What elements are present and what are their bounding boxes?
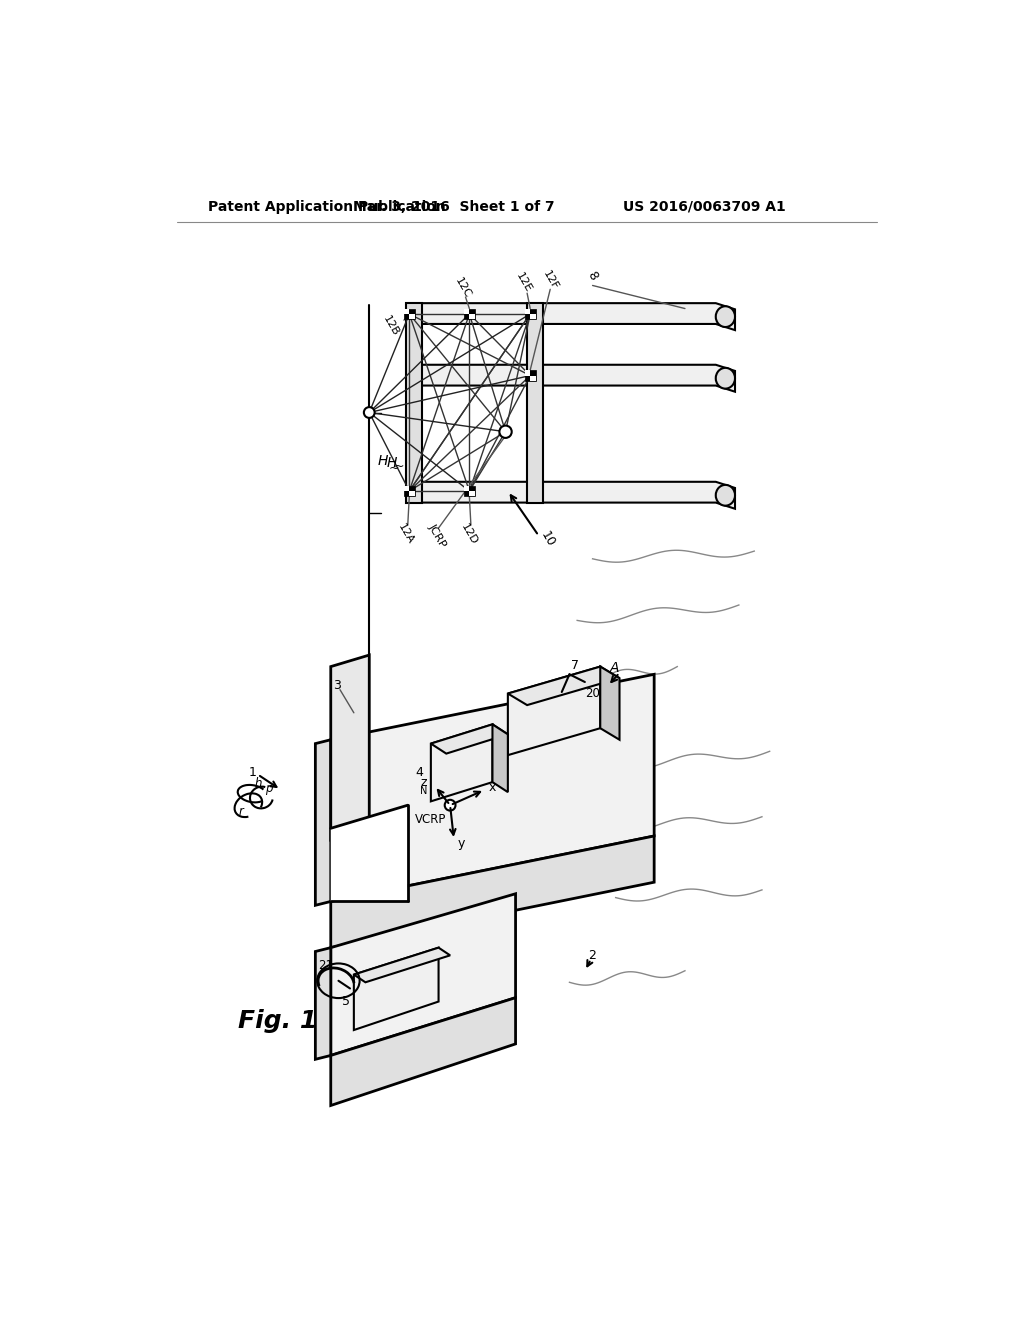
- Bar: [403, 309, 415, 319]
- Ellipse shape: [716, 368, 735, 388]
- Polygon shape: [508, 667, 620, 705]
- Bar: [403, 486, 415, 496]
- Text: JCRP: JCRP: [426, 523, 447, 549]
- Circle shape: [500, 425, 512, 438]
- Bar: [403, 486, 410, 491]
- Polygon shape: [331, 836, 654, 948]
- Bar: [524, 309, 530, 314]
- Bar: [464, 486, 469, 491]
- Polygon shape: [508, 667, 600, 755]
- Text: 3: 3: [333, 680, 341, 693]
- Bar: [464, 309, 469, 314]
- Bar: [524, 370, 530, 376]
- Polygon shape: [408, 482, 735, 508]
- Text: N: N: [420, 787, 427, 796]
- Text: 12A: 12A: [396, 523, 416, 546]
- Text: US 2016/0063709 A1: US 2016/0063709 A1: [624, 199, 786, 214]
- Bar: [410, 491, 415, 496]
- Text: VCRP: VCRP: [415, 813, 446, 825]
- Bar: [524, 370, 536, 381]
- Text: Mar. 3, 2016  Sheet 1 of 7: Mar. 3, 2016 Sheet 1 of 7: [353, 199, 555, 214]
- Circle shape: [364, 407, 375, 418]
- Text: 20: 20: [585, 686, 600, 700]
- Ellipse shape: [361, 969, 408, 995]
- Circle shape: [444, 800, 456, 810]
- Polygon shape: [331, 675, 654, 902]
- Ellipse shape: [716, 484, 735, 506]
- Polygon shape: [431, 725, 508, 754]
- Text: r: r: [239, 805, 243, 818]
- Bar: [524, 309, 536, 319]
- Text: 1: 1: [248, 766, 256, 779]
- Polygon shape: [408, 304, 735, 330]
- Text: p: p: [265, 781, 273, 795]
- Text: 12C: 12C: [454, 276, 473, 300]
- Text: A: A: [609, 661, 618, 675]
- Polygon shape: [408, 364, 735, 392]
- Polygon shape: [600, 667, 620, 739]
- Text: 12B: 12B: [381, 314, 400, 338]
- Bar: [530, 314, 536, 319]
- Polygon shape: [431, 725, 493, 801]
- Polygon shape: [527, 304, 543, 503]
- Text: 12F: 12F: [541, 269, 560, 292]
- Text: 4: 4: [416, 766, 423, 779]
- Polygon shape: [331, 655, 370, 840]
- Polygon shape: [331, 805, 408, 902]
- Text: 21: 21: [317, 958, 333, 972]
- Bar: [464, 486, 475, 496]
- Text: H: H: [377, 454, 387, 469]
- Text: 8: 8: [585, 269, 600, 282]
- Text: 5: 5: [342, 995, 350, 1008]
- Polygon shape: [315, 948, 331, 1059]
- Polygon shape: [354, 948, 438, 1030]
- Bar: [464, 309, 475, 319]
- Text: 7: 7: [570, 659, 579, 672]
- Text: x: x: [488, 781, 496, 795]
- Bar: [469, 314, 475, 319]
- Text: y: y: [458, 837, 465, 850]
- Polygon shape: [354, 948, 451, 982]
- Text: Fig. 1: Fig. 1: [239, 1008, 317, 1032]
- Polygon shape: [407, 304, 422, 503]
- Text: ~: ~: [388, 462, 399, 474]
- Ellipse shape: [716, 306, 735, 327]
- Text: H: H: [386, 455, 396, 470]
- Bar: [530, 376, 536, 381]
- Text: h: h: [255, 777, 262, 791]
- Text: z: z: [421, 776, 427, 788]
- Text: 12D: 12D: [460, 521, 479, 546]
- Bar: [403, 309, 410, 314]
- Text: Patent Application Publication: Patent Application Publication: [208, 199, 445, 214]
- Bar: [410, 314, 415, 319]
- Text: 2: 2: [589, 949, 597, 962]
- Bar: [469, 491, 475, 496]
- Polygon shape: [493, 725, 508, 792]
- Text: 10: 10: [539, 529, 557, 549]
- Polygon shape: [331, 998, 515, 1106]
- Text: 12E: 12E: [514, 272, 532, 294]
- Text: ~: ~: [394, 459, 404, 473]
- Polygon shape: [331, 894, 515, 1056]
- Polygon shape: [315, 739, 331, 906]
